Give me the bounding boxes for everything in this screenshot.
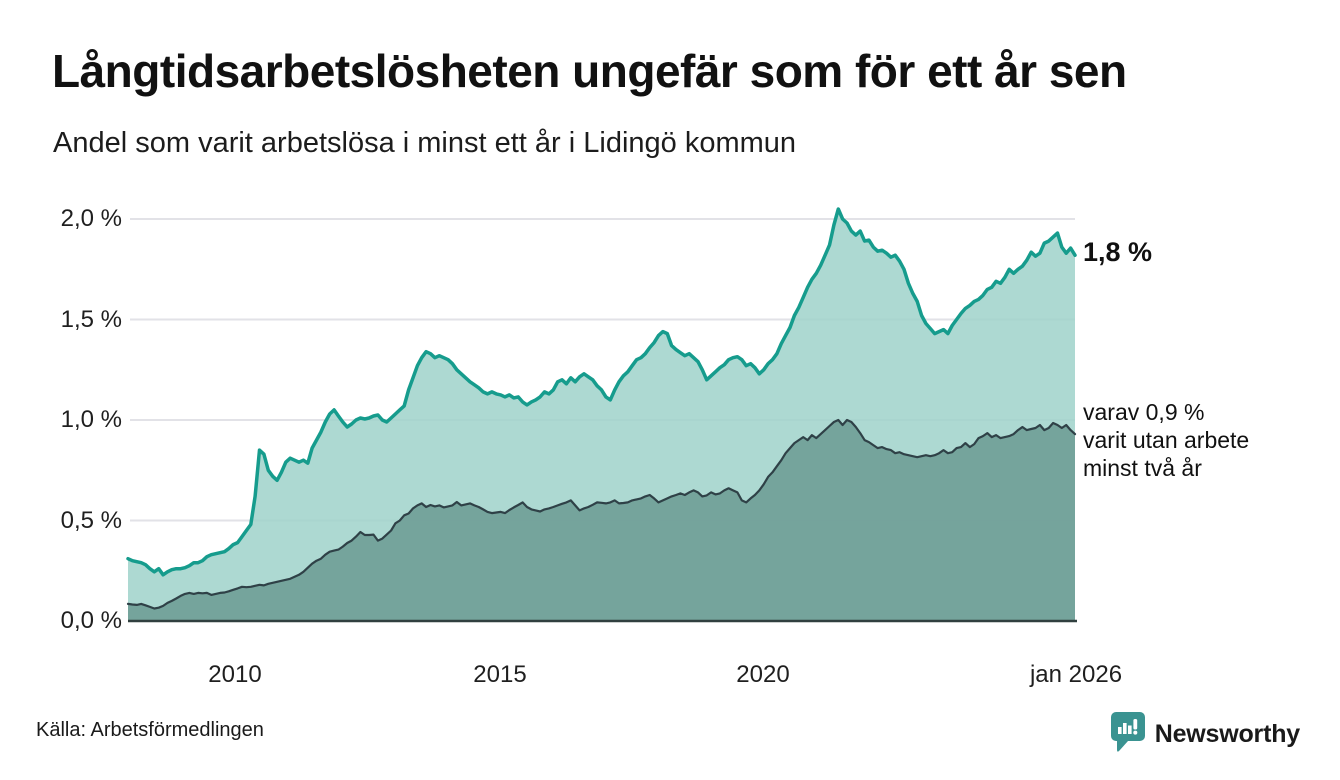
newsworthy-logo-icon [1110, 711, 1146, 757]
secondary-note-line-2: varit utan arbete [1083, 427, 1250, 453]
newsworthy-brand: Newsworthy [1110, 710, 1300, 758]
secondary-series-note: varav 0,9 % varit utan arbete minst två … [1083, 398, 1313, 482]
x-tick-label-2010: 2010 [208, 661, 262, 688]
x-tick-label-2015: 2015 [473, 661, 527, 688]
y-tick-label-1_0: 1,0 % [60, 406, 122, 433]
y-tick-label-2_0: 2,0 % [60, 205, 122, 232]
page-title: Långtidsarbetslösheten ungefär som för e… [52, 45, 1127, 97]
series-end-value-label: 1,8 % [1083, 237, 1153, 267]
secondary-note-line-1: varav 0,9 % [1083, 399, 1205, 425]
secondary-note-line-3: minst två år [1083, 455, 1202, 481]
x-tick-label-2020: 2020 [736, 661, 790, 688]
y-tick-label-1_5: 1,5 % [60, 305, 122, 333]
newsworthy-brand-text: Newsworthy [1154, 719, 1300, 748]
series-line-0 [126, 207, 1077, 577]
series-area-1 [128, 420, 1075, 621]
series-line-1 [126, 418, 1077, 610]
y-tick-label-0_0: 0,0 % [60, 607, 122, 634]
x-tick-label-jan2026: jan 2026 [1029, 661, 1123, 688]
chart-subtitle: Andel som varit arbetslösa i minst ett å… [53, 127, 797, 159]
y-tick-label-0_5: 0,5 % [60, 506, 122, 534]
source-credit: Källa: Arbetsförmedlingen [36, 719, 264, 741]
